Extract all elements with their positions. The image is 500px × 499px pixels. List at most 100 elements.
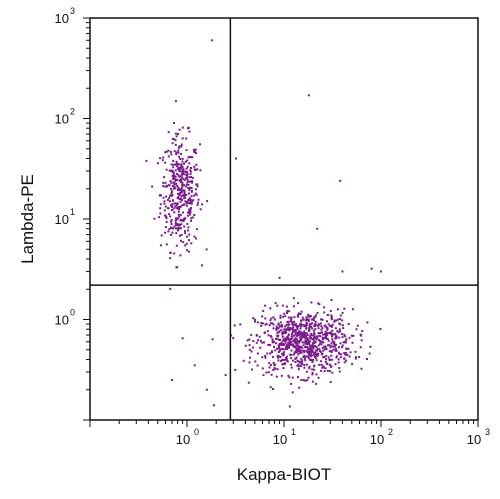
data-point: [279, 356, 282, 358]
data-point: [171, 231, 174, 234]
data-point: [165, 243, 168, 246]
data-point: [307, 320, 310, 322]
data-point: [265, 323, 268, 326]
data-point: [188, 233, 191, 236]
data-point: [358, 356, 361, 358]
data-point: [303, 357, 306, 360]
data-point: [295, 356, 298, 359]
x-tick-label: 10: [273, 432, 287, 447]
data-point: [346, 347, 349, 350]
data-point: [304, 359, 307, 362]
data-point: [338, 352, 341, 355]
data-point: [293, 351, 296, 354]
data-point: [159, 207, 162, 210]
data-point: [264, 304, 267, 307]
data-point: [302, 324, 305, 327]
data-point: [191, 181, 194, 184]
data-point: [278, 349, 281, 352]
data-point: [184, 232, 187, 235]
data-point: [272, 388, 274, 390]
data-point: [327, 344, 329, 347]
data-point: [181, 160, 184, 163]
data-point: [288, 327, 291, 330]
data-point: [274, 318, 277, 321]
data-point: [265, 371, 268, 374]
data-point: [174, 178, 177, 181]
data-point: [315, 382, 318, 385]
data-point: [173, 225, 176, 228]
data-point: [175, 160, 178, 163]
data-point: [188, 192, 190, 195]
data-point: [271, 338, 274, 341]
data-point: [298, 352, 301, 354]
data-point: [317, 323, 320, 326]
data-point: [270, 373, 273, 376]
data-point: [314, 351, 317, 354]
data-point: [186, 159, 188, 162]
data-point: [263, 331, 266, 334]
data-point: [314, 341, 316, 344]
data-point: [175, 266, 178, 269]
data-point: [165, 220, 168, 223]
data-point: [307, 350, 310, 353]
data-point: [187, 199, 190, 202]
data-point: [318, 303, 321, 306]
data-point: [334, 347, 337, 350]
data-points: [145, 39, 382, 408]
data-point: [187, 183, 190, 186]
data-point: [181, 126, 184, 129]
y-tick-label-exponent: 1: [70, 207, 75, 217]
data-point: [330, 325, 333, 328]
data-point: [285, 305, 288, 308]
data-point: [178, 192, 181, 195]
data-point: [190, 186, 193, 189]
data-point: [186, 165, 189, 168]
data-point: [307, 355, 310, 358]
data-point: [342, 341, 345, 344]
data-point: [174, 205, 177, 208]
data-point: [339, 318, 342, 320]
data-point: [178, 170, 181, 172]
data-point: [182, 218, 185, 221]
x-tick-label-exponent: 2: [388, 427, 393, 437]
data-point: [185, 242, 188, 245]
data-point: [271, 322, 274, 325]
data-point: [189, 199, 192, 201]
data-point: [246, 339, 249, 342]
data-point: [205, 248, 208, 251]
data-point: [331, 340, 334, 343]
data-point: [369, 345, 372, 348]
data-point: [310, 334, 313, 337]
data-point: [254, 360, 257, 363]
data-point: [169, 194, 171, 197]
data-point: [321, 366, 324, 369]
data-point: [300, 323, 303, 326]
data-point: [165, 215, 168, 218]
data-point: [180, 145, 183, 148]
data-point: [337, 351, 340, 354]
data-point: [172, 182, 175, 185]
data-point: [177, 133, 179, 135]
data-point: [338, 346, 340, 349]
data-point: [180, 152, 182, 155]
data-point: [308, 335, 311, 338]
data-point: [186, 235, 189, 238]
data-point: [273, 340, 275, 343]
data-point: [210, 39, 213, 42]
data-point: [351, 341, 354, 344]
data-point: [291, 323, 294, 326]
data-point: [255, 341, 258, 344]
data-point: [183, 195, 186, 197]
data-point: [179, 205, 182, 208]
data-point: [286, 328, 289, 331]
data-point: [311, 373, 314, 376]
data-point: [180, 143, 183, 146]
data-point: [344, 353, 347, 356]
data-point: [181, 137, 184, 140]
data-point: [199, 143, 201, 146]
data-point: [331, 335, 333, 338]
data-point: [325, 326, 328, 329]
data-point: [300, 361, 303, 364]
data-point: [319, 332, 322, 334]
data-point: [303, 325, 306, 328]
